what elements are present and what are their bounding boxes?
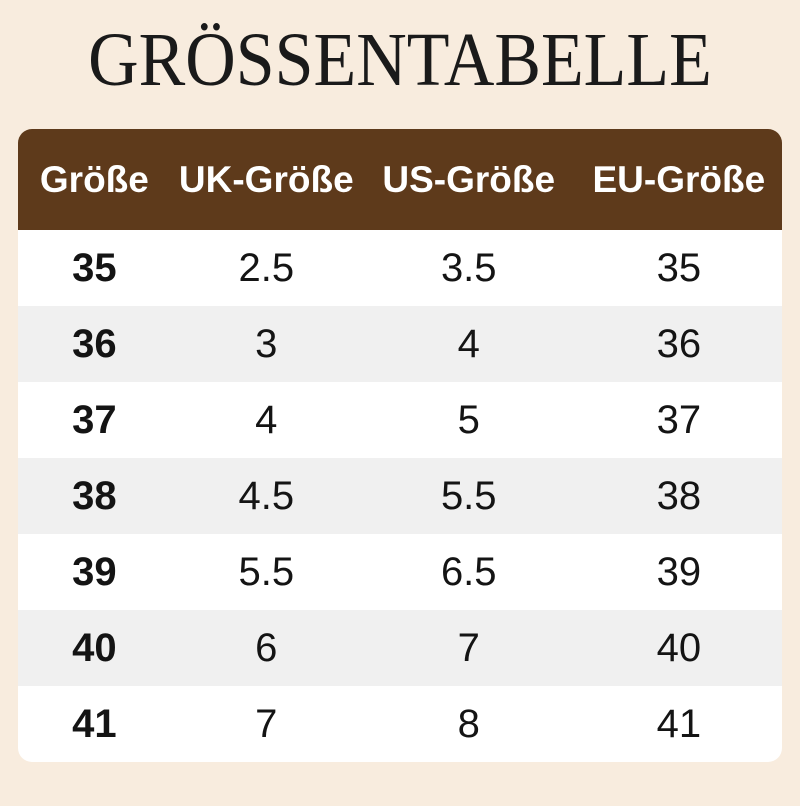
cell-uk-size: 4 [255,397,278,442]
cell-eu-size: 36 [656,321,702,366]
cell-size: 37 [72,397,117,442]
cell-eu-size: 39 [656,549,702,594]
cell-uk-size: 6 [255,625,278,670]
cell-us-size: 6.5 [440,549,497,594]
table-row: 35 2.5 3.5 35 [18,230,782,306]
table-row: 37 4 5 37 [18,382,782,458]
cell-size: 40 [72,625,117,670]
cell-uk-size: 5.5 [238,549,295,594]
column-header-us-size: US-Größe [361,129,576,230]
cell-us-size: 5.5 [440,473,497,518]
table-row: 39 5.5 6.5 39 [18,534,782,610]
cell-size: 39 [72,549,117,594]
size-chart-card: Größe UK-Größe US-Größe EU-Größe 35 2.5 3.… [18,129,782,762]
cell-us-size: 3.5 [440,245,497,290]
cell-eu-size: 38 [656,473,702,518]
cell-us-size: 7 [457,625,480,670]
table-row: 41 7 8 41 [18,686,782,762]
page-title: GRÖSSENTABELLE [88,18,712,102]
table-row: 40 6 7 40 [18,610,782,686]
cell-size: 35 [72,245,117,290]
cell-eu-size: 35 [656,245,702,290]
table-header-row: Größe UK-Größe US-Größe EU-Größe [18,129,782,230]
cell-eu-size: 40 [656,625,702,670]
cell-us-size: 4 [457,321,480,366]
column-header-size: Größe [18,129,171,230]
cell-us-size: 5 [457,397,480,442]
column-header-uk-size: UK-Größe [170,129,362,230]
cell-size: 41 [72,701,117,746]
cell-size: 38 [72,473,117,518]
page-background: { "title": "GRÖSSENTABELLE", "colors": {… [0,6,800,806]
size-conversion-table: Größe UK-Größe US-Größe EU-Größe 35 2.5 3.… [18,129,782,762]
cell-us-size: 8 [457,701,480,746]
cell-uk-size: 7 [255,701,278,746]
table-row: 38 4.5 5.5 38 [18,458,782,534]
cell-size: 36 [72,321,117,366]
table-row: 36 3 4 36 [18,306,782,382]
size-table-body: 35 2.5 3.5 35 36 3 4 36 37 4 5 37 38 4.5 5.5 38 39 5.5 6.5… [18,230,782,762]
cell-uk-size: 3 [255,321,278,366]
cell-uk-size: 4.5 [238,473,295,518]
title-bar: GRÖSSENTABELLE [0,6,800,114]
column-header-eu-size: EU-Größe [575,129,782,230]
cell-uk-size: 2.5 [238,245,295,290]
cell-eu-size: 41 [656,701,702,746]
cell-eu-size: 37 [656,397,702,442]
